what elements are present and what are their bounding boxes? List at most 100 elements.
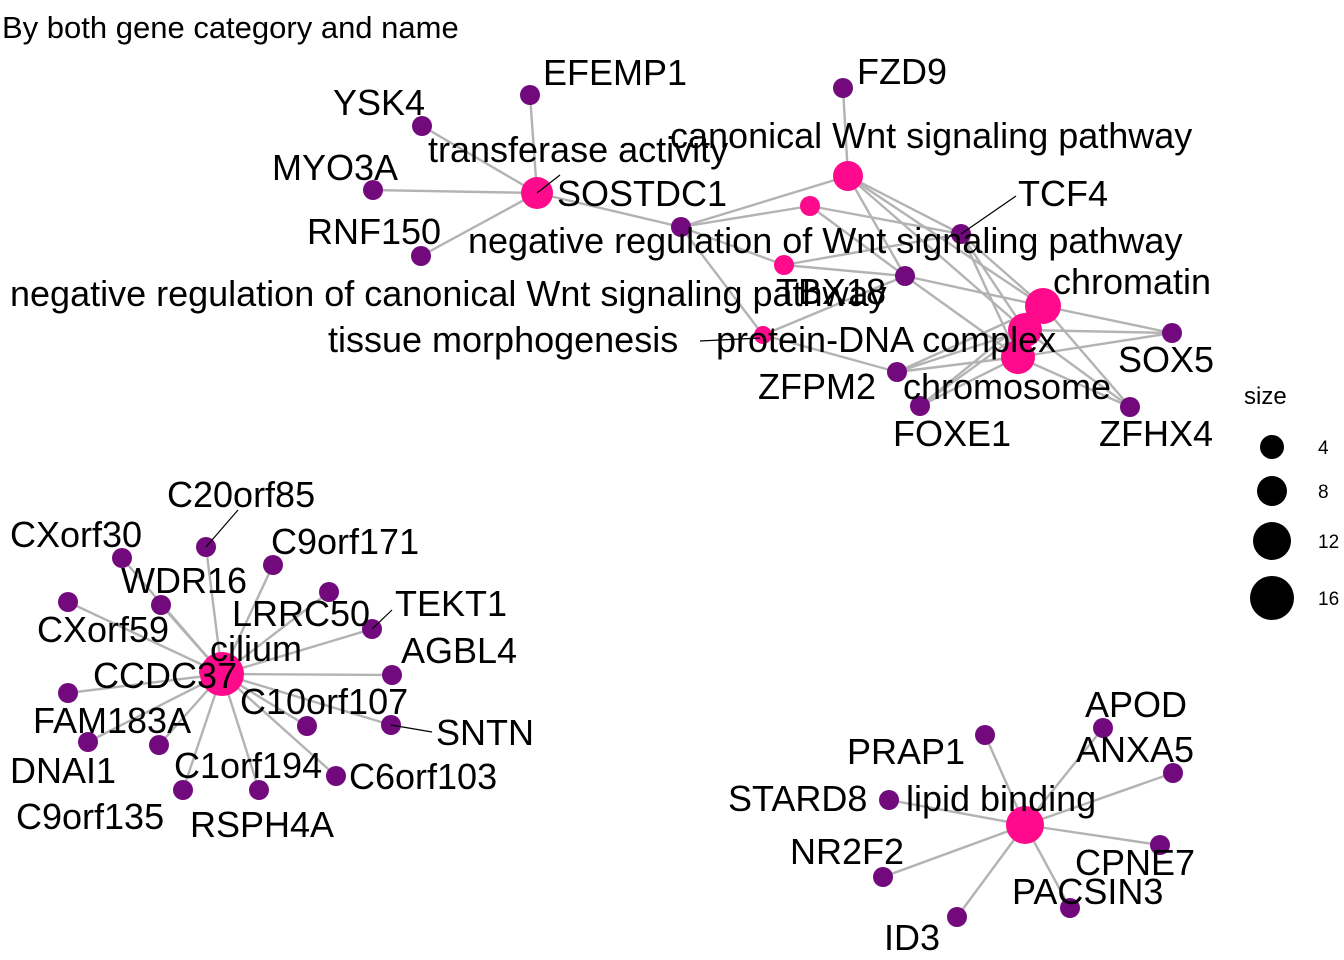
legend-label-16: 16 [1318, 589, 1339, 610]
gene-label-pacsin3: PACSIN3 [1012, 871, 1163, 912]
gene-node-c1orf194 [149, 735, 169, 755]
legend-label-8: 8 [1318, 482, 1329, 503]
gene-label-c9orf135: C9orf135 [16, 796, 164, 837]
gene-node-rsph4a [249, 780, 269, 800]
gene-label-ysk4: YSK4 [333, 82, 425, 123]
category-node-pdna [1008, 313, 1042, 347]
category-label-cilium: cilium [210, 628, 302, 669]
gene-label-c20orf85: C20orf85 [167, 474, 315, 515]
edge-chromatin-tcf4 [960, 233, 1044, 307]
legend-dot-16 [1250, 576, 1294, 620]
legend-dot-4 [1260, 435, 1284, 459]
gene-node-c10orf107 [297, 716, 317, 736]
gene-label-agbl4: AGBL4 [401, 630, 517, 671]
edge-chromosome-tbx18 [904, 275, 1019, 358]
gene-label-zfhx4: ZFHX4 [1099, 413, 1213, 454]
edge-chromosome-foxe1 [919, 355, 1019, 408]
gene-node-fam183a [58, 683, 78, 703]
edge-tissue-sostdc1 [680, 226, 764, 336]
size-legend: size 4 8 12 16 [1244, 383, 1339, 620]
category-label-lipid: lipid binding [906, 778, 1096, 819]
edge-canonical-protein-dna [847, 175, 1026, 331]
category-node-cilium [200, 652, 244, 696]
gene-label-dnai1: DNAI1 [10, 750, 116, 791]
category-label-negcan: negative regulation of canonical Wnt sig… [10, 273, 887, 314]
legend-dot-12 [1253, 522, 1291, 560]
category-label-canonical: canonical Wnt signaling pathway [670, 115, 1192, 156]
edge-lipid-anxa5 [1024, 771, 1174, 827]
gene-node-cpne7 [1150, 835, 1170, 855]
legend-label-12: 12 [1318, 532, 1339, 553]
gene-node-apod [1093, 718, 1113, 738]
gene-node-tbx18 [895, 266, 915, 286]
edge-cilium-fam183a [67, 672, 223, 695]
edge-chromosome-zfhx4 [1017, 355, 1131, 409]
edge-negreg-tcf4 [809, 204, 962, 236]
gene-label-sostdc1: SOSTDC1 [557, 173, 727, 214]
category-label-transferase: transferase activity [428, 129, 728, 170]
gene-node-c9orf135 [173, 780, 193, 800]
category-node-lipid [1006, 806, 1044, 844]
edge-canonical-sostdc1 [680, 174, 849, 229]
gene-label-c1orf194: C1orf194 [174, 745, 322, 786]
edge-transferase-rnf150 [420, 191, 538, 258]
gene-node-foxe1 [910, 396, 930, 416]
category-label-pdna: protein-DNA complex [716, 319, 1056, 360]
gene-label-c6orf103: C6orf103 [349, 756, 497, 797]
legend-dot-8 [1257, 476, 1287, 506]
edge-tissue-zfpm2 [762, 333, 898, 374]
gene-node-cxorf59 [58, 592, 78, 612]
edge-chromosome-sox5 [1017, 331, 1173, 359]
edge-canonical-chromatin [847, 175, 1044, 307]
gene-label-sntn-leader [390, 724, 433, 733]
edge-negreg-sostdc1 [680, 204, 811, 229]
gene-node-fzd9 [833, 78, 853, 98]
gene-label-cxorf30: CXorf30 [10, 514, 142, 555]
edge-transferase-myo3a [372, 188, 538, 195]
gene-node-cxorf30 [112, 548, 132, 568]
gene-node-efemp1 [520, 85, 540, 105]
gene-label-fam183a: FAM183A [33, 700, 191, 741]
category-node-negreg [800, 196, 820, 216]
gene-label-prap1: PRAP1 [847, 731, 965, 772]
gene-label-cpne7: CPNE7 [1075, 842, 1195, 883]
edge-negcan-tbx18 [783, 263, 906, 278]
edge-transferase-sostdc1 [536, 191, 682, 229]
gene-label-stard8: STARD8 [728, 778, 867, 819]
edge-chromatin-zfhx4 [1042, 305, 1131, 408]
gene-node-c9orf171 [263, 555, 283, 575]
gene-node-dnai1 [78, 732, 98, 752]
gene-node-nr2f2 [873, 867, 893, 887]
category-label-negreg: negative regulation of Wnt signaling pat… [468, 220, 1182, 261]
category-node-tissue [754, 326, 772, 344]
gene-label-apod: APOD [1085, 684, 1187, 725]
edge-transferase-ysk4 [421, 124, 538, 195]
edge-canonical-tbx18 [846, 175, 907, 277]
gene-label-anxa5: ANXA5 [1076, 729, 1194, 770]
edge-lipid-cpne7 [1024, 823, 1161, 847]
edge-cilium-c6orf103 [221, 673, 337, 777]
gene-label-tbx18: TBX18 [776, 271, 886, 312]
gene-node-wdr16 [151, 595, 171, 615]
edge-negcan-tcf4 [783, 232, 962, 267]
gene-label-efemp1: EFEMP1 [543, 52, 687, 93]
gene-label-c20orf85-leader [205, 509, 239, 548]
edge-chromatin-tbx18 [904, 274, 1044, 308]
edge-canonical-tcf4 [847, 174, 962, 236]
category-label-tissue-leader [699, 337, 761, 342]
category-node-chromosome [1001, 340, 1035, 374]
gene-node-prap1 [975, 725, 995, 745]
category-label-ccdc37: CCDC37 [93, 655, 237, 696]
edge-chromatin-sox5 [1042, 304, 1173, 335]
category-label-chromosome: chromosome [903, 366, 1111, 407]
edge-cilium-cxorf59 [67, 600, 223, 676]
edge-lipid-apod [1024, 727, 1104, 826]
gene-node-sox5 [1162, 323, 1182, 343]
category-node-chromatin [1025, 288, 1061, 324]
gene-label-nr2f2: NR2F2 [790, 831, 904, 872]
edge-pdna-tcf4 [960, 233, 1026, 331]
gene-node-lrrc50 [319, 582, 339, 602]
gene-label-sntn: SNTN [436, 712, 534, 753]
category-label-transferase-leader [536, 174, 561, 194]
gene-node-c6orf103 [326, 766, 346, 786]
